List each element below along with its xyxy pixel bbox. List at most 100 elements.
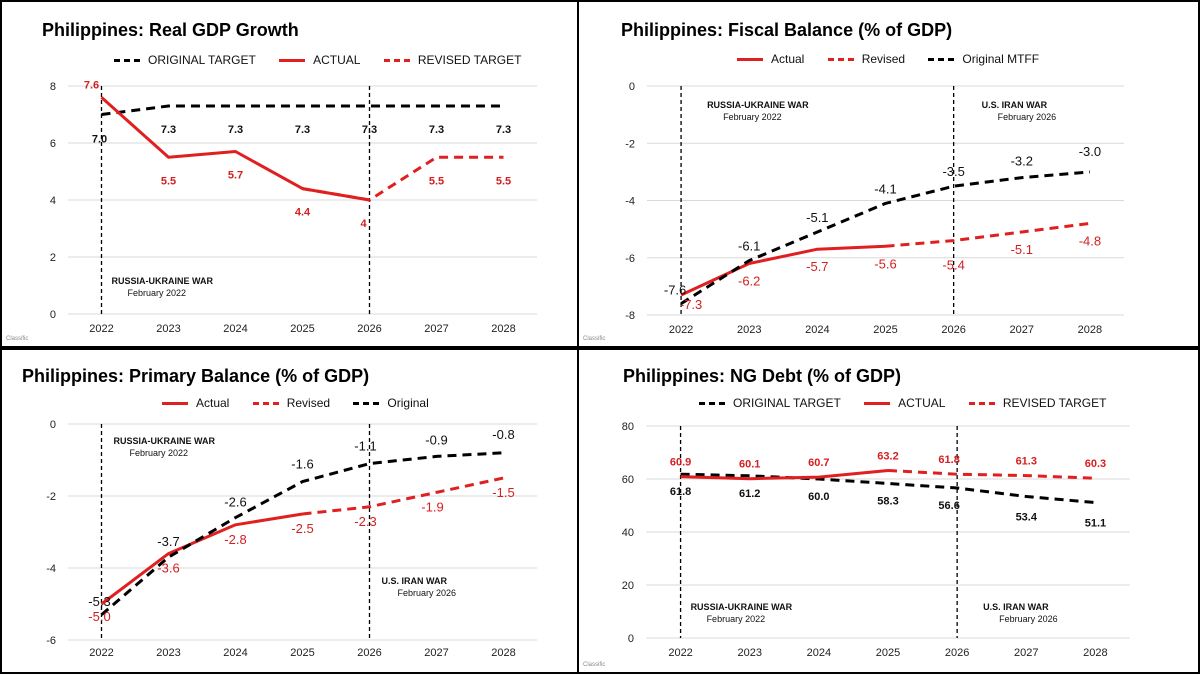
data-label: -5.6: [874, 256, 896, 271]
data-label: -5.4: [942, 258, 964, 273]
legend-label: Original: [387, 396, 429, 410]
legend: ORIGINAL TARGET ACTUAL REVISED TARGET: [699, 396, 1126, 410]
legend-item: ACTUAL: [864, 396, 945, 410]
data-label: 4: [360, 218, 367, 230]
event-date: February 2026: [999, 614, 1058, 624]
y-tick-label: -6: [625, 253, 635, 265]
legend-label: Actual: [771, 52, 805, 66]
data-label: -1.1: [354, 439, 376, 454]
x-tick-label: 2028: [491, 647, 515, 659]
x-tick-label: 2023: [737, 647, 761, 659]
x-tick-label: 2027: [424, 647, 448, 659]
data-label: 5.5: [161, 175, 176, 187]
legend-item: Original: [353, 396, 429, 410]
legend-swatch: [353, 402, 380, 406]
data-label: -0.8: [492, 427, 514, 442]
event-title: RUSSIA-UKRAINE WAR: [112, 276, 214, 286]
legend-swatch: [827, 58, 854, 62]
legend-item: ORIGINAL TARGET: [699, 396, 841, 410]
event-title: RUSSIA-UKRAINE WAR: [691, 602, 793, 612]
legend-label: ACTUAL: [898, 396, 946, 410]
legend-label: Actual: [196, 396, 230, 410]
legend-item: REVISED TARGET: [383, 53, 522, 67]
chart-plot: 0 20 40 60 80 2022 2023 2024 2025 2026 2027 2028 RUS…: [622, 421, 1130, 659]
data-label: 61.8: [938, 454, 959, 466]
data-label: 5.5: [429, 175, 444, 187]
data-label: 63.2: [877, 451, 898, 463]
data-label: -2.6: [224, 495, 246, 510]
chart-plot: 0 2 4 6 8 2022 2023 2024 2025 2026 2027 2028 RUSSIA-…: [50, 79, 537, 335]
data-label: 7.3: [362, 124, 377, 136]
y-tick-label: 2: [50, 252, 56, 264]
data-label: 5.7: [228, 170, 243, 182]
event-title: RUSSIA-UKRAINE WAR: [114, 436, 216, 446]
data-label: 7.3: [228, 124, 243, 136]
x-tick-label: 2025: [290, 323, 314, 335]
data-label: 7.6: [84, 79, 99, 91]
series-line: [680, 472, 1096, 505]
data-label: -5.0: [88, 609, 110, 624]
legend-item: ACTUAL: [279, 53, 360, 67]
data-label: 7.0: [92, 134, 107, 146]
legend-item: REVISED TARGET: [968, 396, 1106, 410]
data-label: 61.2: [739, 488, 760, 500]
x-tick-label: 2027: [1014, 647, 1038, 659]
event-title: U.S. IRAN WAR: [382, 576, 448, 586]
data-label: 61.3: [1016, 456, 1037, 468]
x-tick-label: 2024: [223, 323, 247, 335]
data-label: 56.6: [938, 500, 959, 512]
x-tick-label: 2028: [1083, 647, 1107, 659]
x-tick-label: 2028: [491, 323, 515, 335]
x-tick-label: 2028: [1078, 324, 1102, 336]
legend-label: ORIGINAL TARGET: [733, 396, 841, 410]
y-tick-label: 20: [622, 580, 634, 592]
x-tick-label: 2027: [1010, 324, 1034, 336]
data-label: -4.8: [1079, 233, 1101, 248]
legend-swatch: [928, 58, 955, 62]
data-label: -1.9: [421, 499, 443, 514]
x-tick-label: 2027: [424, 323, 448, 335]
chart-plot: 0 -2 -4 -6 -8 2022 2023 2024 2025 2026 2027 2028 RUS…: [625, 81, 1124, 336]
data-label: 51.1: [1085, 518, 1106, 530]
legend-item: Revised: [252, 396, 330, 410]
data-label: -5.1: [806, 210, 828, 225]
data-label: -3.2: [1011, 154, 1033, 169]
data-label: 4.4: [295, 207, 311, 219]
data-label: -7.3: [680, 297, 702, 312]
y-tick-label: 4: [50, 195, 56, 207]
series-line: [302, 476, 504, 516]
data-label: 60.0: [808, 491, 829, 503]
x-tick-label: 2024: [807, 647, 831, 659]
event-date: February 2022: [707, 614, 766, 624]
x-tick-label: 2025: [290, 647, 314, 659]
y-tick-label: -4: [625, 196, 635, 208]
legend-label: Original MTFF: [962, 52, 1040, 66]
x-tick-label: 2025: [873, 324, 897, 336]
chart-title: Philippines: NG Debt (% of GDP): [623, 366, 901, 386]
y-tick-label: 8: [50, 81, 56, 93]
x-tick-label: 2026: [357, 647, 381, 659]
event-date: February 2026: [398, 588, 457, 598]
chart-panel-fiscal-balance: Philippines: Fiscal Balance (% of GDP) A…: [579, 2, 1198, 346]
series-line: [100, 451, 504, 616]
data-label: -0.9: [425, 432, 447, 447]
legend-swatch: [864, 402, 891, 406]
x-tick-label: 2022: [668, 647, 692, 659]
chart-panel-ng-debt: Philippines: NG Debt (% of GDP) ORIGINAL…: [579, 350, 1198, 672]
y-tick-label: 40: [622, 527, 634, 539]
legend-label: ORIGINAL TARGET: [148, 53, 256, 67]
y-tick-label: -6: [46, 635, 56, 647]
legend-label: REVISED TARGET: [417, 53, 522, 67]
y-tick-label: 6: [50, 138, 56, 150]
series-line: [887, 469, 1096, 480]
data-label: 60.1: [739, 459, 760, 471]
series-line: [680, 244, 886, 297]
legend-swatch: [383, 59, 410, 63]
y-tick-label: 0: [50, 309, 56, 321]
x-tick-label: 2026: [945, 647, 969, 659]
legend: ORIGINAL TARGET ACTUAL REVISED TARGET: [114, 53, 541, 67]
y-tick-label: 60: [622, 474, 634, 486]
x-tick-label: 2022: [669, 324, 693, 336]
y-tick-label: 80: [622, 421, 634, 433]
legend-item: ORIGINAL TARGET: [114, 53, 256, 67]
